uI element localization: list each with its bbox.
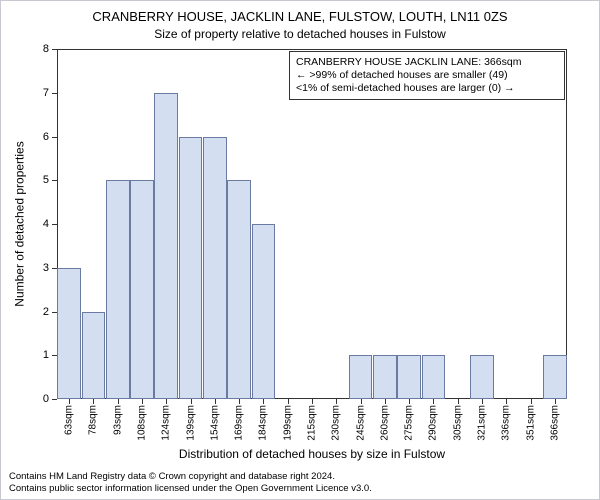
x-tick-mark — [166, 399, 167, 404]
x-tick-label: 230sqm — [331, 405, 342, 441]
x-tick-mark — [506, 399, 507, 404]
y-tick: 1 — [43, 349, 57, 361]
bar — [422, 355, 446, 399]
footer-attribution: Contains HM Land Registry data © Crown c… — [9, 471, 372, 495]
bar — [106, 180, 130, 399]
x-tick-label: 93sqm — [112, 405, 123, 435]
x-tick-label: 260sqm — [379, 405, 390, 441]
bar — [57, 268, 81, 399]
x-tick-mark — [93, 399, 94, 404]
legend-line: CRANBERRY HOUSE JACKLIN LANE: 366sqm — [296, 56, 558, 69]
x-tick-label: 215sqm — [307, 405, 318, 441]
chart-subtitle: Size of property relative to detached ho… — [1, 27, 599, 41]
x-tick-mark — [482, 399, 483, 404]
x-tick-mark — [361, 399, 362, 404]
x-tick-mark — [385, 399, 386, 404]
x-tick-label: 305sqm — [452, 405, 463, 441]
x-tick-label: 336sqm — [501, 405, 512, 441]
x-tick-label: 321sqm — [477, 405, 488, 441]
bar — [252, 224, 276, 399]
x-tick-label: 139sqm — [185, 405, 196, 441]
x-tick-label: 154sqm — [209, 405, 220, 441]
x-tick-mark — [288, 399, 289, 404]
y-tick: 8 — [43, 43, 57, 55]
x-tick-mark — [336, 399, 337, 404]
bar — [373, 355, 397, 399]
bar — [203, 137, 227, 400]
x-tick-mark — [215, 399, 216, 404]
x-tick-label: 366sqm — [549, 405, 560, 441]
y-tick: 0 — [43, 393, 57, 405]
y-tick: 4 — [43, 218, 57, 230]
bar — [179, 137, 203, 400]
x-tick-mark — [555, 399, 556, 404]
x-tick-mark — [191, 399, 192, 404]
y-tick: 5 — [43, 174, 57, 186]
x-tick-label: 78sqm — [88, 405, 99, 435]
x-tick-label: 169sqm — [234, 405, 245, 441]
bar — [349, 355, 373, 399]
bar — [397, 355, 421, 399]
bar — [470, 355, 494, 399]
footer-line: Contains public sector information licen… — [9, 483, 372, 495]
x-tick-label: 184sqm — [258, 405, 269, 441]
x-tick-mark — [69, 399, 70, 404]
bar — [543, 355, 567, 399]
y-axis-label-text: Number of detached properties — [13, 141, 27, 306]
x-tick-label: 351sqm — [525, 405, 536, 441]
x-tick-label: 290sqm — [428, 405, 439, 441]
x-tick-mark — [531, 399, 532, 404]
plot-area: 01234567863sqm78sqm93sqm108sqm124sqm139s… — [57, 49, 567, 399]
legend-line: ← >99% of detached houses are smaller (4… — [296, 69, 558, 82]
bar — [82, 312, 106, 400]
chart-container: CRANBERRY HOUSE, JACKLIN LANE, FULSTOW, … — [0, 0, 600, 500]
x-tick-mark — [458, 399, 459, 404]
y-tick: 2 — [43, 306, 57, 318]
x-tick-mark — [142, 399, 143, 404]
x-tick-label: 245sqm — [355, 405, 366, 441]
legend-box: CRANBERRY HOUSE JACKLIN LANE: 366sqm← >9… — [289, 51, 565, 100]
bar — [227, 180, 251, 399]
x-axis-label: Distribution of detached houses by size … — [57, 447, 567, 461]
x-tick-mark — [118, 399, 119, 404]
bar — [154, 93, 178, 399]
bar — [130, 180, 154, 399]
x-tick-mark — [263, 399, 264, 404]
x-tick-label: 63sqm — [64, 405, 75, 435]
x-tick-mark — [433, 399, 434, 404]
x-tick-label: 124sqm — [161, 405, 172, 441]
x-tick-label: 275sqm — [404, 405, 415, 441]
x-tick-mark — [312, 399, 313, 404]
footer-line: Contains HM Land Registry data © Crown c… — [9, 471, 372, 483]
x-tick-mark — [239, 399, 240, 404]
legend-line: <1% of semi-detached houses are larger (… — [296, 82, 558, 95]
y-axis-label: Number of detached properties — [13, 49, 27, 399]
chart-title: CRANBERRY HOUSE, JACKLIN LANE, FULSTOW, … — [1, 9, 599, 24]
x-tick-label: 108sqm — [137, 405, 148, 441]
x-tick-label: 199sqm — [282, 405, 293, 441]
x-tick-mark — [409, 399, 410, 404]
y-tick: 3 — [43, 262, 57, 274]
y-tick: 7 — [43, 87, 57, 99]
y-tick: 6 — [43, 131, 57, 143]
